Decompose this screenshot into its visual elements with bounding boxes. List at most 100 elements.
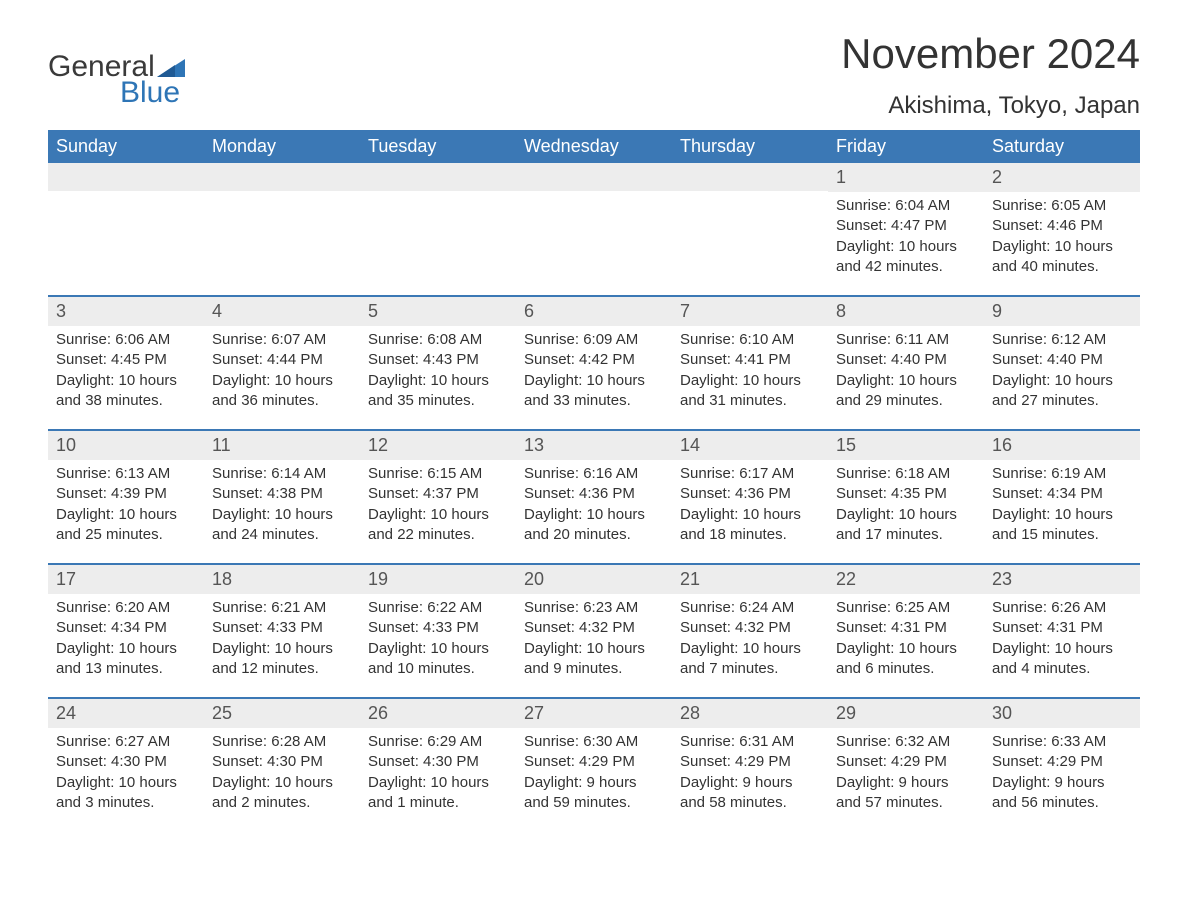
sunrise-text: Sunrise: 6:12 AM <box>992 330 1132 350</box>
day-number: 10 <box>48 431 204 460</box>
daylight-text: Daylight: 10 hours and 22 minutes. <box>368 505 508 546</box>
sunset-text: Sunset: 4:40 PM <box>836 350 976 370</box>
day-number: 24 <box>48 699 204 728</box>
daylight-text: Daylight: 10 hours and 18 minutes. <box>680 505 820 546</box>
sunrise-text: Sunrise: 6:05 AM <box>992 196 1132 216</box>
week-row: 24Sunrise: 6:27 AMSunset: 4:30 PMDayligh… <box>48 697 1140 821</box>
day-header-cell: Thursday <box>672 130 828 163</box>
sunset-text: Sunset: 4:32 PM <box>524 618 664 638</box>
daylight-text: Daylight: 10 hours and 36 minutes. <box>212 371 352 412</box>
sunset-text: Sunset: 4:36 PM <box>680 484 820 504</box>
sunrise-text: Sunrise: 6:23 AM <box>524 598 664 618</box>
day-number: 9 <box>984 297 1140 326</box>
day-details: Sunrise: 6:31 AMSunset: 4:29 PMDaylight:… <box>672 728 828 821</box>
day-header-cell: Sunday <box>48 130 204 163</box>
day-number: 25 <box>204 699 360 728</box>
sunset-text: Sunset: 4:30 PM <box>56 752 196 772</box>
calendar-cell: 6 Sunrise: 6:09 AMSunset: 4:42 PMDaylight… <box>516 297 672 419</box>
day-number: 19 <box>360 565 516 594</box>
sunrise-text: Sunrise: 6:28 AM <box>212 732 352 752</box>
sunrise-text: Sunrise: 6:26 AM <box>992 598 1132 618</box>
daylight-text: Daylight: 10 hours and 35 minutes. <box>368 371 508 412</box>
day-details: Sunrise: 6:14 AMSunset: 4:38 PMDaylight:… <box>204 460 360 553</box>
sunset-text: Sunset: 4:40 PM <box>992 350 1132 370</box>
day-header-cell: Wednesday <box>516 130 672 163</box>
day-header-cell: Saturday <box>984 130 1140 163</box>
calendar-cell: 29Sunrise: 6:32 AMSunset: 4:29 PMDayligh… <box>828 699 984 821</box>
day-details: Sunrise: 6:29 AMSunset: 4:30 PMDaylight:… <box>360 728 516 821</box>
daylight-text: Daylight: 10 hours and 24 minutes. <box>212 505 352 546</box>
daylight-text: Daylight: 10 hours and 3 minutes. <box>56 773 196 814</box>
daylight-text: Daylight: 10 hours and 1 minute. <box>368 773 508 814</box>
day-number <box>516 163 672 191</box>
daylight-text: Daylight: 10 hours and 40 minutes. <box>992 237 1132 278</box>
sunset-text: Sunset: 4:39 PM <box>56 484 196 504</box>
daylight-text: Daylight: 10 hours and 25 minutes. <box>56 505 196 546</box>
sunrise-text: Sunrise: 6:13 AM <box>56 464 196 484</box>
day-details: Sunrise: 6:25 AMSunset: 4:31 PMDaylight:… <box>828 594 984 687</box>
sunrise-text: Sunrise: 6:18 AM <box>836 464 976 484</box>
day-number: 13 <box>516 431 672 460</box>
logo: General Blue <box>48 50 185 110</box>
sunrise-text: Sunrise: 6:15 AM <box>368 464 508 484</box>
day-number: 15 <box>828 431 984 460</box>
day-header-cell: Friday <box>828 130 984 163</box>
daylight-text: Daylight: 10 hours and 7 minutes. <box>680 639 820 680</box>
sunset-text: Sunset: 4:33 PM <box>368 618 508 638</box>
calendar-cell: 16Sunrise: 6:19 AMSunset: 4:34 PMDayligh… <box>984 431 1140 553</box>
calendar-cell: 5Sunrise: 6:08 AMSunset: 4:43 PMDaylight… <box>360 297 516 419</box>
sunset-text: Sunset: 4:42 PM <box>524 350 664 370</box>
sunset-text: Sunset: 4:30 PM <box>212 752 352 772</box>
day-number: 26 <box>360 699 516 728</box>
sunset-text: Sunset: 4:41 PM <box>680 350 820 370</box>
calendar-cell: 25Sunrise: 6:28 AMSunset: 4:30 PMDayligh… <box>204 699 360 821</box>
day-number: 16 <box>984 431 1140 460</box>
sunrise-text: Sunrise: 6:04 AM <box>836 196 976 216</box>
daylight-text: Daylight: 10 hours and 33 minutes. <box>524 371 664 412</box>
daylight-text: Daylight: 10 hours and 9 minutes. <box>524 639 664 680</box>
day-details: Sunrise: 6:11 AMSunset: 4:40 PMDaylight:… <box>828 326 984 419</box>
calendar-cell: 13Sunrise: 6:16 AMSunset: 4:36 PMDayligh… <box>516 431 672 553</box>
calendar: SundayMondayTuesdayWednesdayThursdayFrid… <box>48 130 1140 821</box>
calendar-cell: 9Sunrise: 6:12 AMSunset: 4:40 PMDaylight… <box>984 297 1140 419</box>
day-number: 27 <box>516 699 672 728</box>
daylight-text: Daylight: 9 hours and 56 minutes. <box>992 773 1132 814</box>
day-details: Sunrise: 6:15 AMSunset: 4:37 PMDaylight:… <box>360 460 516 553</box>
sunrise-text: Sunrise: 6:09 AM <box>524 330 664 350</box>
sunset-text: Sunset: 4:29 PM <box>992 752 1132 772</box>
sunrise-text: Sunrise: 6:33 AM <box>992 732 1132 752</box>
calendar-cell: 7Sunrise: 6:10 AMSunset: 4:41 PMDaylight… <box>672 297 828 419</box>
calendar-cell: 3Sunrise: 6:06 AMSunset: 4:45 PMDaylight… <box>48 297 204 419</box>
daylight-text: Daylight: 10 hours and 38 minutes. <box>56 371 196 412</box>
day-number: 8 <box>828 297 984 326</box>
daylight-text: Daylight: 10 hours and 4 minutes. <box>992 639 1132 680</box>
sunset-text: Sunset: 4:34 PM <box>56 618 196 638</box>
day-details: Sunrise: 6:33 AMSunset: 4:29 PMDaylight:… <box>984 728 1140 821</box>
day-details: Sunrise: 6:26 AMSunset: 4:31 PMDaylight:… <box>984 594 1140 687</box>
sunrise-text: Sunrise: 6:24 AM <box>680 598 820 618</box>
sunset-text: Sunset: 4:36 PM <box>524 484 664 504</box>
day-details: Sunrise: 6:13 AMSunset: 4:39 PMDaylight:… <box>48 460 204 553</box>
daylight-text: Daylight: 10 hours and 27 minutes. <box>992 371 1132 412</box>
day-details: Sunrise: 6:12 AMSunset: 4:40 PMDaylight:… <box>984 326 1140 419</box>
daylight-text: Daylight: 10 hours and 13 minutes. <box>56 639 196 680</box>
sunset-text: Sunset: 4:31 PM <box>992 618 1132 638</box>
daylight-text: Daylight: 10 hours and 6 minutes. <box>836 639 976 680</box>
calendar-cell: 12Sunrise: 6:15 AMSunset: 4:37 PMDayligh… <box>360 431 516 553</box>
sunrise-text: Sunrise: 6:27 AM <box>56 732 196 752</box>
day-number: 4 <box>204 297 360 326</box>
sunset-text: Sunset: 4:35 PM <box>836 484 976 504</box>
sunset-text: Sunset: 4:38 PM <box>212 484 352 504</box>
sunset-text: Sunset: 4:43 PM <box>368 350 508 370</box>
sunset-text: Sunset: 4:47 PM <box>836 216 976 236</box>
day-details: Sunrise: 6:08 AMSunset: 4:43 PMDaylight:… <box>360 326 516 419</box>
day-number: 6 <box>516 297 672 326</box>
calendar-cell: 15Sunrise: 6:18 AMSunset: 4:35 PMDayligh… <box>828 431 984 553</box>
daylight-text: Daylight: 10 hours and 29 minutes. <box>836 371 976 412</box>
day-number: 11 <box>204 431 360 460</box>
day-details: Sunrise: 6:04 AMSunset: 4:47 PMDaylight:… <box>828 192 984 285</box>
sunrise-text: Sunrise: 6:07 AM <box>212 330 352 350</box>
calendar-cell: 17Sunrise: 6:20 AMSunset: 4:34 PMDayligh… <box>48 565 204 687</box>
sunrise-text: Sunrise: 6:14 AM <box>212 464 352 484</box>
day-number: 5 <box>360 297 516 326</box>
